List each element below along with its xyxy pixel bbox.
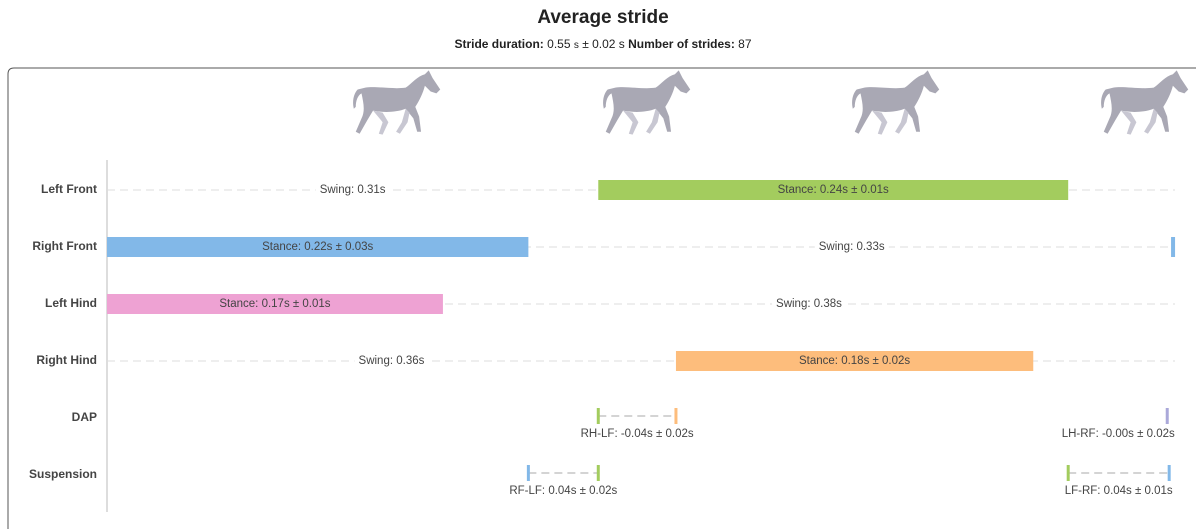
swing-label: Swing: 0.38s bbox=[776, 298, 842, 310]
label-bg bbox=[814, 239, 889, 255]
duration-label: Stride duration: bbox=[454, 37, 543, 51]
label-bg bbox=[354, 353, 429, 369]
row-label: DAP bbox=[72, 410, 97, 424]
interval-start bbox=[596, 408, 600, 424]
horse-icon bbox=[353, 70, 441, 135]
label-bg bbox=[315, 182, 390, 198]
horse-icon bbox=[603, 70, 691, 135]
label-bg bbox=[772, 296, 847, 312]
interval-end bbox=[596, 465, 600, 481]
interval-start bbox=[1165, 408, 1169, 424]
interval-start bbox=[526, 465, 530, 481]
stance-label: Stance: 0.22s ± 0.03s bbox=[262, 241, 373, 253]
row-label: Right Front bbox=[32, 239, 97, 253]
duration-value: 0.55 bbox=[547, 37, 571, 51]
stance-bar bbox=[598, 180, 1069, 200]
interval-label: LF-RF: 0.04s ± 0.01s bbox=[1065, 485, 1173, 497]
interval-label: LH-RF: -0.00s ± 0.02s bbox=[1062, 428, 1175, 440]
interval-end bbox=[674, 408, 678, 424]
swing-label: Swing: 0.31s bbox=[320, 184, 386, 196]
stance-label: Stance: 0.17s ± 0.01s bbox=[219, 298, 330, 310]
swing-label: Swing: 0.36s bbox=[359, 355, 425, 367]
horse-icon bbox=[852, 70, 940, 135]
strides-value: 87 bbox=[738, 37, 752, 51]
stance-bar bbox=[107, 237, 529, 257]
interval-start bbox=[1066, 465, 1070, 481]
horse-icon bbox=[1101, 70, 1189, 135]
interval-label: RH-LF: -0.04s ± 0.02s bbox=[581, 428, 694, 440]
card-border bbox=[7, 67, 1196, 529]
stance-label: Stance: 0.18s ± 0.02s bbox=[799, 355, 910, 367]
row-label: Left Front bbox=[41, 182, 97, 196]
stance-bar bbox=[107, 294, 443, 314]
summary: Stride duration: 0.55 s ± 0.02 s Number … bbox=[454, 37, 751, 51]
row-label: Left Hind bbox=[45, 296, 97, 310]
stance-start bbox=[1171, 237, 1176, 257]
strides-label: Number of strides: bbox=[628, 37, 735, 51]
stance-bar bbox=[675, 351, 1034, 371]
duration-error: ± 0.02 s bbox=[582, 37, 625, 51]
stance-label: Stance: 0.24s ± 0.01s bbox=[778, 184, 889, 196]
row-label: Suspension bbox=[29, 467, 97, 481]
swing-label: Swing: 0.33s bbox=[819, 241, 885, 253]
interval-label: RF-LF: 0.04s ± 0.02s bbox=[509, 485, 617, 497]
row-label: Right Hind bbox=[36, 353, 97, 367]
interval-end bbox=[1167, 465, 1171, 481]
chart-title: Average stride bbox=[537, 7, 668, 28]
duration-unit: s bbox=[574, 40, 579, 51]
